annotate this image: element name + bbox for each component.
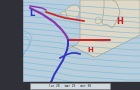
Text: H: H [117, 17, 123, 26]
Polygon shape [67, 0, 140, 57]
FancyBboxPatch shape [30, 83, 110, 89]
Text: L: L [29, 10, 35, 19]
Polygon shape [102, 0, 120, 28]
Text: lun 28   mar 29   mer 30: lun 28 mar 29 mer 30 [49, 84, 91, 88]
Polygon shape [95, 17, 102, 24]
Text: H: H [87, 47, 93, 53]
Bar [0, 0, 22, 90]
Bar [22, 82, 140, 90]
Polygon shape [60, 11, 67, 17]
Polygon shape [65, 4, 80, 20]
